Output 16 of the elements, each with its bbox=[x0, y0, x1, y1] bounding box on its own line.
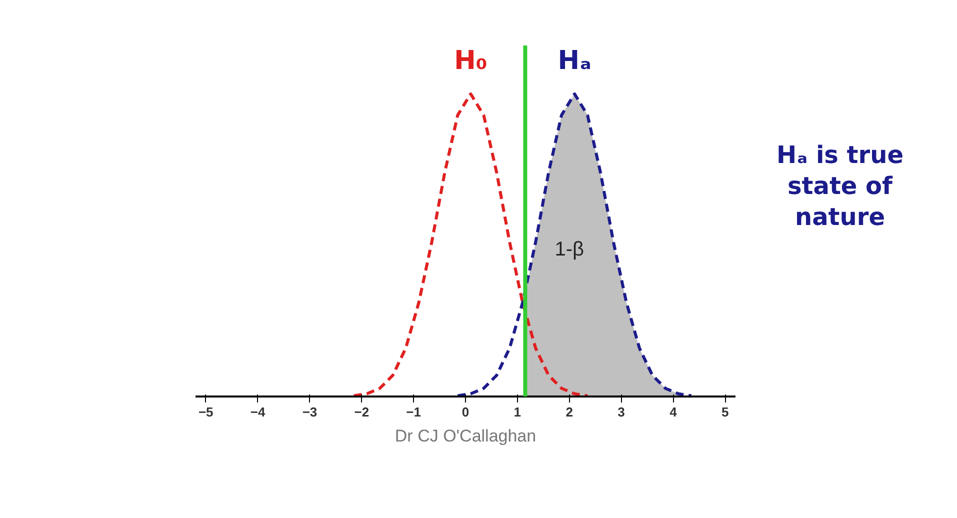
series-label: H₀ bbox=[454, 46, 488, 76]
annotation: 1-β bbox=[554, 238, 584, 260]
x-tick-label: 0 bbox=[462, 404, 470, 420]
x-tick-label: −2 bbox=[354, 404, 370, 420]
x-tick-label: −3 bbox=[302, 404, 318, 420]
text: Dr CJ O'Callaghan bbox=[394, 426, 536, 446]
x-tick-label: 3 bbox=[618, 404, 625, 420]
x-tick-label: 5 bbox=[722, 404, 729, 420]
x-tick-label: −5 bbox=[198, 404, 214, 420]
text: Hₐ is true state of nature bbox=[776, 140, 904, 234]
x-tick-label: −1 bbox=[406, 404, 421, 420]
series-label: Hₐ bbox=[558, 46, 592, 76]
x-tick-label: 2 bbox=[566, 404, 573, 420]
x-tick-label: 4 bbox=[670, 404, 678, 420]
x-tick-label: −4 bbox=[250, 404, 266, 420]
x-tick-label: 1 bbox=[514, 404, 522, 420]
